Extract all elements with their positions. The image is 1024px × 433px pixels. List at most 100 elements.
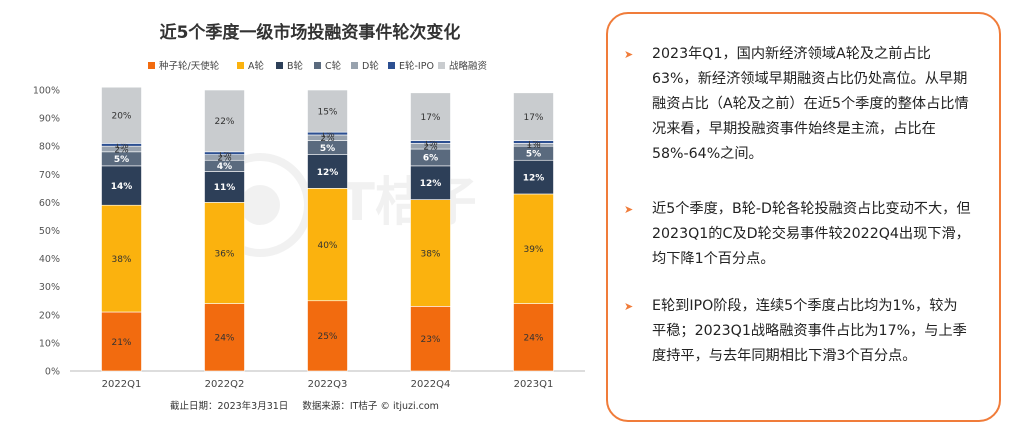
data-label: 1% [217, 150, 232, 160]
bar-segment [204, 89, 245, 153]
bar-segment [307, 188, 348, 302]
data-label: 1% [526, 138, 541, 148]
bar-segment [410, 165, 451, 200]
bar-segment [513, 159, 554, 195]
summary-bullet-text: E轮到IPO阶段，连续5个季度占比均为1%，较为平稳；2023Q1战略融资事件占… [652, 298, 967, 364]
legend-item-a: A轮 [237, 58, 264, 72]
legend-label-e-ipo: E轮-IPO [399, 61, 434, 72]
arrow-bullet-icon: ➤ [624, 48, 634, 61]
y-tick-label: 20% [39, 310, 60, 321]
data-label: 2% [320, 134, 335, 144]
bar-segment [513, 193, 554, 304]
data-label: 17% [420, 113, 440, 123]
y-tick-label: 40% [39, 254, 60, 265]
data-label: 12% [317, 168, 339, 178]
footnote-source: 数据来源：IT桔子 © itjuzi.com [302, 401, 439, 412]
y-tick-label: 0% [45, 367, 60, 378]
x-tick-label: 2022Q2 [205, 379, 245, 390]
legend-swatch-d [351, 62, 358, 69]
data-label: 39% [523, 245, 543, 255]
data-label: 1% [423, 138, 438, 148]
y-tick-label: 60% [39, 198, 60, 209]
chart-title: 近5个季度一级市场投融资事件轮次变化 [159, 23, 461, 43]
data-label: 22% [214, 117, 234, 127]
legend-swatch-c [314, 62, 321, 69]
bar-segment [513, 303, 554, 372]
bar-segment [204, 303, 245, 372]
data-label: 15% [317, 107, 337, 117]
summary-bullet-3: ➤ E轮到IPO阶段，连续5个季度占比均为1%，较为平稳；2023Q1战略融资事… [624, 294, 971, 369]
data-label: 38% [420, 249, 440, 259]
summary-panel: ➤ 2023年Q1，国内新经济领域A轮及之前占比63%，新经济领域早期融资占比仍… [606, 12, 1001, 422]
data-label: 23% [420, 335, 440, 345]
arrow-bullet-icon: ➤ [624, 203, 634, 216]
legend-label-a: A轮 [248, 61, 264, 72]
legend-item-e-ipo: E轮-IPO [388, 58, 434, 72]
chart-area: 近5个季度一级市场投融资事件轮次变化 种子轮/天使轮 A轮 B轮 C轮 D轮 E… [33, 23, 585, 412]
data-label: 1% [526, 141, 541, 151]
data-label: 5% [114, 155, 129, 165]
y-tick-label: 80% [39, 142, 60, 153]
bar-segment [410, 306, 451, 372]
data-label: 6% [423, 154, 438, 164]
data-label: 24% [523, 334, 543, 344]
data-label: 17% [523, 113, 543, 123]
data-label: 12% [420, 179, 442, 189]
legend-label-seed: 种子轮/天使轮 [159, 61, 220, 72]
x-tick-label: 2022Q1 [102, 379, 142, 390]
data-label: 1% [114, 141, 129, 151]
data-label: 2% [423, 143, 438, 153]
y-tick-label: 70% [39, 170, 60, 181]
data-label: 1% [320, 130, 335, 140]
y-tick-label: 10% [39, 338, 60, 349]
y-tick-label: 100% [33, 86, 60, 97]
data-label: 5% [526, 150, 541, 160]
data-label: 20% [111, 112, 131, 122]
data-label: 2% [114, 145, 129, 155]
stacked-bar-chart: 0% 10% 20% 30% 40% 50% 60% 70% 80% 90% 100% 21% 38% 1… [33, 86, 585, 390]
bar-segment [101, 204, 142, 313]
summary-bullet-1: ➤ 2023年Q1，国内新经济领域A轮及之前占比63%，新经济领域早期融资占比仍… [624, 42, 971, 167]
legend-swatch-e-ipo [388, 62, 395, 69]
legend-item-strategic: 战略融资 [438, 58, 487, 72]
legend-item-seed: 种子轮/天使轮 [148, 58, 219, 72]
arrow-bullet-icon: ➤ [624, 300, 634, 313]
legend-label-strategic: 战略融资 [449, 61, 488, 72]
legend-swatch-seed [148, 62, 155, 69]
bar-segment [204, 202, 245, 304]
legend-label-b: B轮 [287, 61, 304, 72]
data-label: 11% [214, 183, 236, 193]
legend-item-c: C轮 [314, 58, 341, 72]
bar-segment [101, 86, 142, 144]
legend-item-d: D轮 [351, 58, 379, 72]
bar-segment [410, 92, 451, 141]
summary-bullet-2: ➤ 近5个季度，B轮-D轮各轮投融资占比变动不大，但2023Q1的C及D轮交易事… [624, 197, 971, 272]
data-label: 21% [111, 338, 131, 348]
data-label: 36% [214, 249, 234, 259]
x-tick-label: 2022Q4 [411, 379, 451, 390]
legend-swatch-a [237, 62, 244, 69]
data-label: 25% [317, 332, 337, 342]
data-label: 38% [111, 255, 131, 265]
y-tick-label: 90% [39, 114, 60, 125]
bar-segment [101, 311, 142, 372]
legend-label-d: D轮 [362, 61, 379, 72]
data-label: 5% [320, 144, 335, 154]
data-label: 24% [214, 334, 234, 344]
bar-segment [307, 154, 348, 189]
bar-segment [410, 199, 451, 307]
chart-footnote: 截止日期：2023年3月31日 数据来源：IT桔子 © itjuzi.com [170, 398, 470, 412]
data-label: 2% [217, 154, 232, 164]
x-tick-label: 2022Q3 [308, 379, 348, 390]
legend-swatch-strategic [438, 62, 445, 69]
bar-segment [307, 300, 348, 372]
x-tick-label: 2023Q1 [514, 379, 554, 390]
summary-bullet-text: 近5个季度，B轮-D轮各轮投融资占比变动不大，但2023Q1的C及D轮交易事件较… [652, 201, 971, 267]
bar-segment [101, 165, 142, 206]
y-tick-label: 50% [39, 226, 60, 237]
legend-item-b: B轮 [276, 58, 303, 72]
data-label: 40% [317, 241, 337, 251]
bar-segment [204, 171, 245, 203]
footnote-date: 截止日期：2023年3月31日 [170, 401, 289, 412]
data-label: 14% [111, 182, 133, 192]
